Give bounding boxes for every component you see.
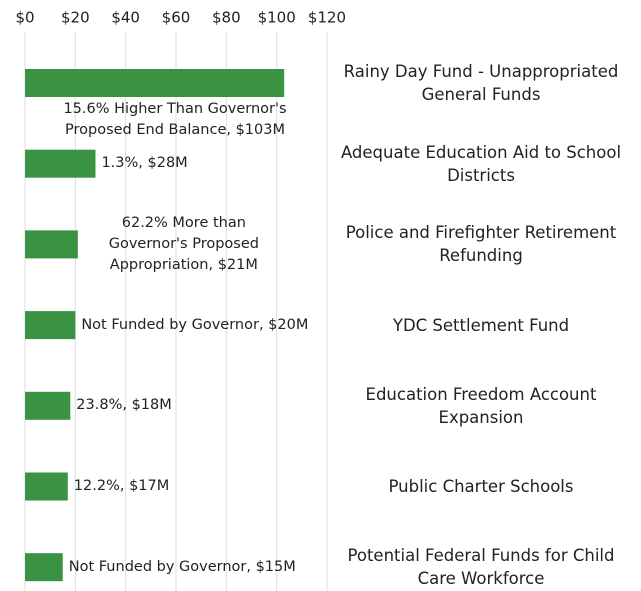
category-label-box: Rainy Day Fund - Unappropriated General … [333, 43, 629, 123]
x-tick-label: $80 [212, 9, 241, 27]
category-label: Public Charter Schools [388, 477, 574, 496]
x-tick-label: $40 [111, 9, 140, 27]
category-label: Police and Firefighter Retirement Refund… [345, 223, 617, 266]
category-label: Rainy Day Fund - Unappropriated General … [343, 62, 619, 104]
category-label: YDC Settlement Fund [392, 315, 570, 335]
category-label: Education Freedom Account Expansion [365, 384, 597, 427]
x-tick-label: $0 [15, 9, 34, 27]
x-tick-label: $100 [258, 9, 296, 27]
bar [25, 230, 78, 259]
category-label-box: YDC Settlement Fund [333, 285, 629, 365]
bar [25, 149, 96, 178]
value-label-box: 23.8%, $18M [76, 371, 171, 441]
value-label: 15.6% Higher Than Governor's Proposed En… [63, 101, 287, 138]
value-label-box: Not Funded by Governor, $20M [81, 290, 308, 360]
category-label: Adequate Education Aid to School Distric… [340, 142, 622, 185]
value-label: 62.2% More than Governor's Proposed Appr… [108, 214, 259, 273]
value-label-box: 1.3%, $28M [101, 129, 187, 199]
category-label-box: Education Freedom Account Expansion [333, 366, 629, 446]
value-label-box: 12.2%, $17M [74, 452, 169, 522]
bar [25, 69, 285, 97]
value-label: Not Funded by Governor, $15M [68, 558, 296, 575]
value-label: 12.2%, $17M [73, 478, 170, 494]
value-label-box: 62.2% More than Governor's Proposed Appr… [84, 209, 284, 279]
value-label: 1.3%, $28M [101, 155, 188, 172]
bar [25, 311, 76, 340]
bar [25, 472, 68, 501]
category-label-box: Police and Firefighter Retirement Refund… [333, 204, 629, 284]
value-label: 23.8%, $18M [76, 397, 172, 414]
value-label: Not Funded by Governor, $20M [81, 316, 309, 333]
category-label-box: Public Charter Schools [333, 447, 629, 527]
bar [25, 391, 71, 420]
category-label-box: Adequate Education Aid to School Distric… [333, 124, 629, 204]
x-tick-label: $20 [61, 9, 90, 27]
bar [25, 553, 63, 582]
category-label-box: Potential Federal Funds for Child Care W… [333, 527, 629, 591]
value-label-box: 15.6% Higher Than Governor's Proposed En… [35, 97, 315, 143]
category-label: Potential Federal Funds for Child Care W… [347, 546, 615, 589]
x-tick-label: $120 [308, 9, 346, 27]
value-label-box: Not Funded by Governor, $15M [69, 532, 296, 591]
x-tick-label: $60 [162, 9, 191, 27]
